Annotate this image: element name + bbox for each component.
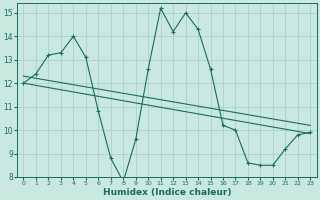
X-axis label: Humidex (Indice chaleur): Humidex (Indice chaleur) — [103, 188, 231, 197]
